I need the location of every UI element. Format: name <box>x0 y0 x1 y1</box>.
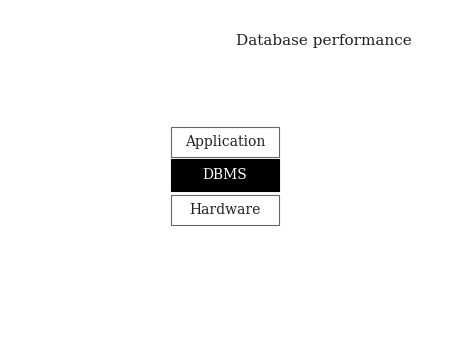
Text: Database performance: Database performance <box>236 33 412 48</box>
Bar <box>171 195 279 225</box>
Bar <box>171 127 279 157</box>
Bar <box>171 159 279 191</box>
Text: DBMS: DBMS <box>202 168 248 182</box>
Text: Hardware: Hardware <box>189 203 261 217</box>
Text: Application: Application <box>185 135 265 149</box>
